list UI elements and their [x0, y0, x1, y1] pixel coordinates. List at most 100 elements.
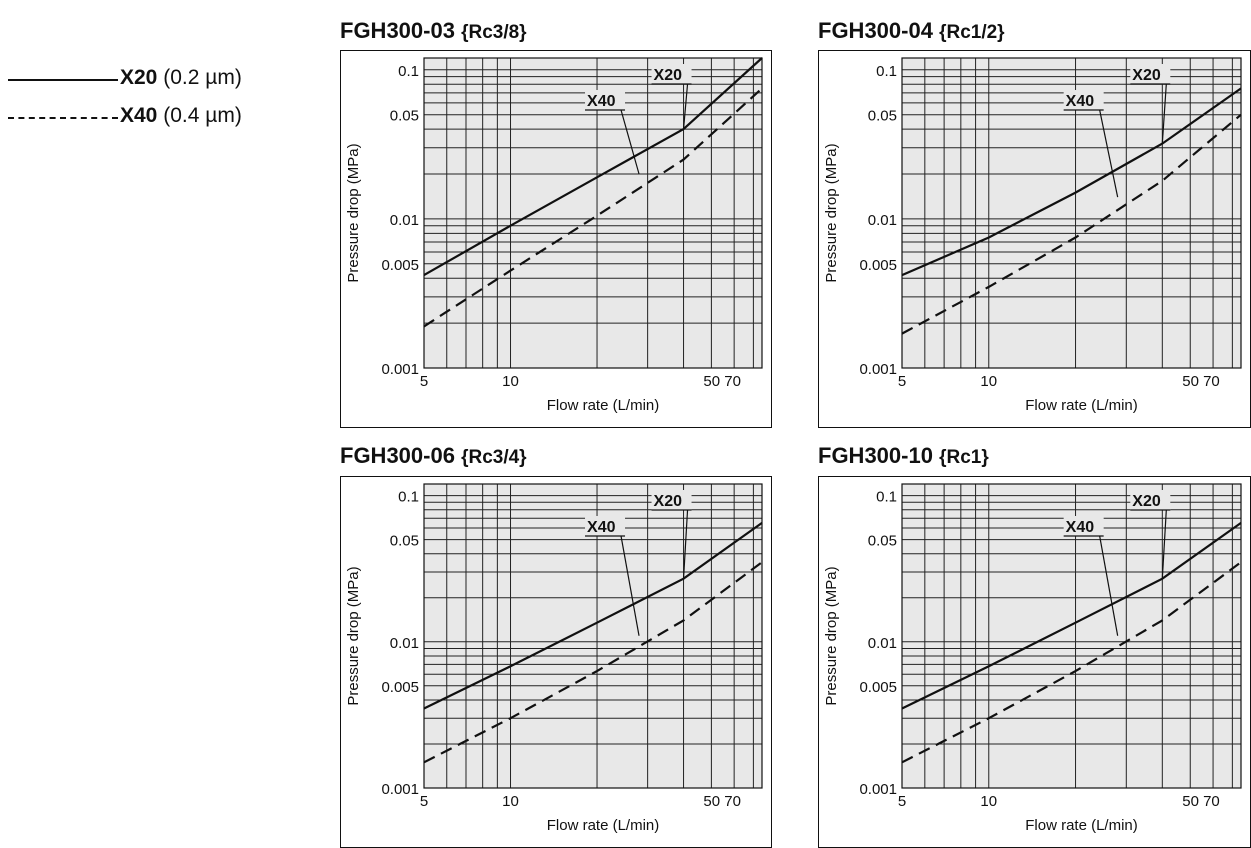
x-tick-label: 50 70 — [1182, 793, 1220, 810]
chart-port: {Rc1/2} — [939, 22, 1005, 43]
x-axis-label: Flow rate (L/min) — [547, 817, 660, 834]
series-line-x20 — [901, 87, 1242, 277]
chart-port: {Rc3/4} — [461, 447, 527, 468]
chart-title-fgh300-10: FGH300-10 {Rc1} — [818, 443, 989, 469]
legend-x20-detail: (0.2 µm) — [163, 66, 242, 89]
x-tick-label: 10 — [502, 793, 519, 810]
legend-item-x40: X40 (0.4 µm) — [120, 104, 242, 128]
chart-model: FGH300-06 — [340, 443, 455, 468]
legend-x40-detail: (0.4 µm) — [163, 104, 242, 127]
x-tick-label: 5 — [898, 793, 906, 810]
y-tick-label: 0.1 — [398, 63, 419, 80]
y-tick-label: 0.1 — [876, 63, 897, 80]
y-tick-label: 0.001 — [859, 781, 897, 798]
annotation-leader — [1099, 535, 1119, 636]
y-tick-label: 0.01 — [868, 635, 897, 652]
annotation-label-bg — [651, 64, 692, 84]
x-tick-label: 50 70 — [1182, 373, 1220, 390]
y-tick-label: 0.05 — [868, 108, 897, 125]
plot-border — [423, 483, 763, 789]
x-tick-label: 10 — [980, 373, 997, 390]
annotation-label: X40 — [1066, 519, 1095, 536]
y-axis-label: Pressure drop (MPa) — [345, 566, 362, 705]
annotation-label-bg — [585, 516, 626, 536]
chart-title-fgh300-04: FGH300-04 {Rc1/2} — [818, 18, 1005, 44]
plot-border — [901, 57, 1242, 369]
y-tick-label: 0.005 — [859, 679, 897, 696]
annotation-label: X20 — [1132, 67, 1161, 84]
legend-dashed-line-sample — [8, 117, 118, 119]
chart-model: FGH300-03 — [340, 18, 455, 43]
x-tick-label: 10 — [502, 373, 519, 390]
y-axis-label: Pressure drop (MPa) — [345, 143, 362, 282]
y-tick-label: 0.05 — [390, 533, 419, 550]
series-line-x40 — [423, 561, 763, 764]
series-line-x20 — [423, 522, 763, 710]
x-axis-label: Flow rate (L/min) — [547, 397, 660, 414]
legend-x20-name: X20 — [120, 66, 158, 89]
annotation-label-bg — [1130, 490, 1171, 510]
y-axis-label: Pressure drop (MPa) — [823, 143, 840, 282]
x-tick-label: 50 70 — [703, 373, 741, 390]
x-axis-label: Flow rate (L/min) — [1025, 397, 1138, 414]
annotation-label-bg — [1063, 516, 1104, 536]
series-line-x20 — [901, 522, 1242, 710]
x-tick-label: 50 70 — [703, 793, 741, 810]
chart-port: {Rc1} — [939, 447, 989, 468]
series-line-x40 — [423, 87, 763, 328]
y-tick-label: 0.001 — [381, 361, 419, 378]
x-axis-label: Flow rate (L/min) — [1025, 817, 1138, 834]
annotation-leader — [1161, 509, 1167, 579]
y-tick-label: 0.05 — [868, 533, 897, 550]
x-tick-label: 5 — [420, 793, 428, 810]
y-tick-label: 0.1 — [876, 489, 897, 506]
annotation-label: X40 — [587, 519, 616, 536]
chart-title-fgh300-03: FGH300-03 {Rc3/8} — [340, 18, 527, 44]
chart-model: FGH300-10 — [818, 443, 933, 468]
chart-title-fgh300-06: FGH300-06 {Rc3/4} — [340, 443, 527, 469]
annotation-leader — [682, 83, 689, 130]
legend-item-x20: X20 (0.2 µm) — [120, 66, 242, 90]
y-tick-label: 0.005 — [381, 679, 419, 696]
annotation-label-bg — [1063, 90, 1104, 110]
annotation-label-bg — [585, 90, 626, 110]
y-tick-label: 0.005 — [381, 257, 419, 274]
annotation-label: X20 — [1132, 493, 1161, 510]
series-line-x20 — [423, 57, 763, 277]
legend-x40-name: X40 — [120, 104, 158, 127]
y-axis-label: Pressure drop (MPa) — [823, 566, 840, 705]
y-tick-label: 0.001 — [859, 361, 897, 378]
y-tick-label: 0.01 — [390, 635, 419, 652]
annotation-label-bg — [651, 490, 692, 510]
annotation-leader — [1099, 109, 1119, 198]
annotation-leader — [1161, 83, 1167, 144]
chart-model: FGH300-04 — [818, 18, 933, 43]
plot-border — [423, 57, 763, 369]
y-tick-label: 0.01 — [868, 212, 897, 229]
x-tick-label: 5 — [420, 373, 428, 390]
series-line-x40 — [901, 561, 1242, 764]
annotation-leader — [682, 509, 689, 579]
chart-port: {Rc3/8} — [461, 22, 527, 43]
y-tick-label: 0.1 — [398, 489, 419, 506]
annotation-label: X20 — [654, 493, 683, 510]
x-tick-label: 5 — [898, 373, 906, 390]
y-tick-label: 0.01 — [390, 212, 419, 229]
y-tick-label: 0.001 — [381, 781, 419, 798]
legend-solid-line-sample — [8, 79, 118, 81]
y-tick-label: 0.05 — [390, 108, 419, 125]
series-line-x40 — [901, 113, 1242, 335]
y-tick-label: 0.005 — [859, 257, 897, 274]
x-tick-label: 10 — [980, 793, 997, 810]
annotation-label: X20 — [654, 67, 683, 84]
legend: X20 (0.2 µm) X40 (0.4 µm) — [0, 60, 300, 140]
plot-border — [901, 483, 1242, 789]
annotation-leader — [620, 109, 640, 175]
annotation-label: X40 — [1066, 93, 1095, 110]
annotation-label: X40 — [587, 93, 616, 110]
annotation-leader — [620, 535, 640, 636]
